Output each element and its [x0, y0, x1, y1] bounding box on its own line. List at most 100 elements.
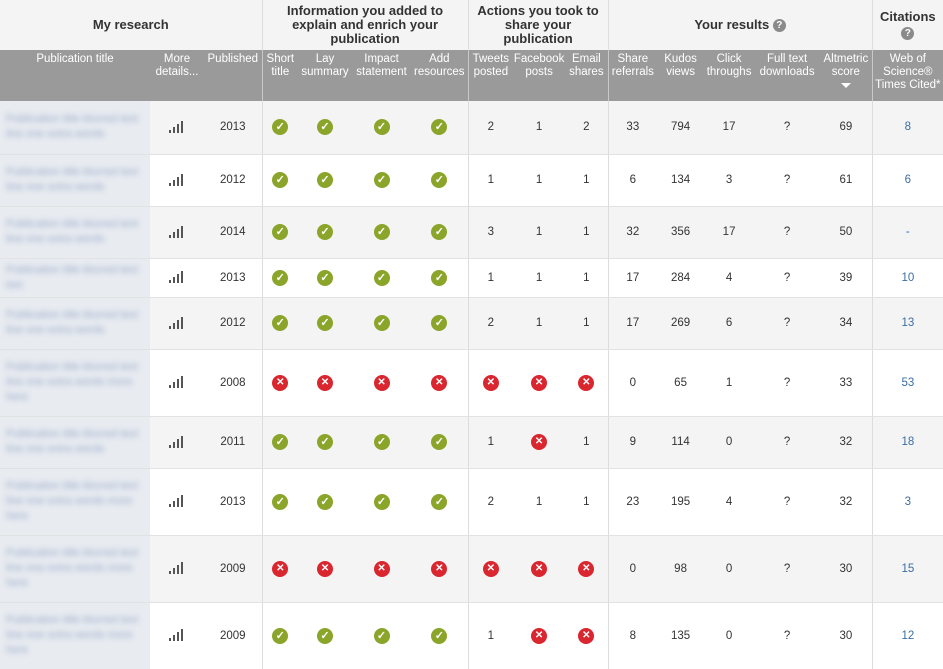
signal-bars-icon[interactable]	[169, 269, 185, 283]
signal-bars-icon[interactable]	[169, 434, 185, 448]
table-row: Publication title blurred text line one …	[0, 101, 943, 154]
publication-title[interactable]: Publication title blurred text line one …	[0, 535, 150, 602]
more-details-button[interactable]	[150, 468, 204, 535]
kudos-views-value: 195	[657, 468, 704, 535]
impact-statement-status: ✕	[352, 535, 411, 602]
publication-title-text[interactable]: Publication title blurred text line one …	[6, 308, 144, 338]
col-title[interactable]: Publication title	[0, 50, 150, 101]
kudos-views-value: 269	[657, 297, 704, 349]
share-referrals-value: 9	[608, 416, 657, 468]
check-icon: ✓	[431, 119, 447, 135]
col-full-text[interactable]: Full text downloads	[754, 50, 820, 101]
col-facebook[interactable]: Facebook posts	[513, 50, 565, 101]
wos-cited-link[interactable]: 15	[872, 535, 943, 602]
click-throughs-value: 1	[704, 349, 754, 416]
cross-icon: ✕	[483, 375, 499, 391]
table-row: Publication title blurred text line one …	[0, 468, 943, 535]
wos-cited-link[interactable]: 13	[872, 297, 943, 349]
col-share-referrals[interactable]: Share referrals	[608, 50, 657, 101]
click-throughs-value: 6	[704, 297, 754, 349]
signal-bars-icon[interactable]	[169, 119, 185, 133]
publication-title[interactable]: Publication title blurred text line one …	[0, 154, 150, 206]
publication-title-text[interactable]: Publication title blurred text line one …	[6, 112, 144, 142]
group-actions: Actions you took to share your publicati…	[468, 0, 608, 50]
more-details-button[interactable]	[150, 602, 204, 669]
wos-cited-link[interactable]: 6	[872, 154, 943, 206]
col-add-resources[interactable]: Add resources	[411, 50, 468, 101]
more-details-button[interactable]	[150, 297, 204, 349]
signal-bars-icon[interactable]	[169, 224, 185, 238]
publication-title[interactable]: Publication title blurred text line one …	[0, 468, 150, 535]
wos-cited-link[interactable]: 12	[872, 602, 943, 669]
impact-statement-status: ✓	[352, 101, 411, 154]
more-details-button[interactable]	[150, 349, 204, 416]
publication-title[interactable]: Publication title blurred text two	[0, 258, 150, 297]
publication-title[interactable]: Publication title blurred text line one …	[0, 297, 150, 349]
email-count: ✕	[565, 349, 608, 416]
signal-bars-icon[interactable]	[169, 627, 185, 641]
published-year: 2008	[204, 349, 262, 416]
col-kudos-views[interactable]: Kudos views	[657, 50, 704, 101]
signal-bars-icon[interactable]	[169, 493, 185, 507]
col-short-title[interactable]: Short title	[262, 50, 298, 101]
kudos-views-value: 98	[657, 535, 704, 602]
col-impact-statement[interactable]: Impact statement	[352, 50, 411, 101]
results-help-icon[interactable]: ?	[773, 19, 786, 32]
publication-title-text[interactable]: Publication title blurred text line one …	[6, 546, 144, 591]
publication-title[interactable]: Publication title blurred text line one …	[0, 206, 150, 258]
citations-help-icon[interactable]: ?	[901, 27, 914, 40]
full-text-value: ?	[754, 297, 820, 349]
publication-title-text[interactable]: Publication title blurred text two	[6, 263, 144, 293]
add-resources-status: ✕	[411, 349, 468, 416]
more-details-button[interactable]	[150, 206, 204, 258]
more-details-button[interactable]	[150, 258, 204, 297]
signal-bars-icon[interactable]	[169, 315, 185, 329]
more-details-button[interactable]	[150, 101, 204, 154]
altmetric-value: 33	[820, 349, 872, 416]
signal-bars-icon[interactable]	[169, 560, 185, 574]
check-icon: ✓	[374, 172, 390, 188]
col-wos-cited[interactable]: Web of Science® Times Cited*	[872, 50, 943, 101]
facebook-count: ✕	[513, 535, 565, 602]
col-email[interactable]: Email shares	[565, 50, 608, 101]
altmetric-value: 32	[820, 468, 872, 535]
col-tweets[interactable]: Tweets posted	[468, 50, 513, 101]
email-count: 1	[565, 468, 608, 535]
col-click-throughs[interactable]: Click throughs	[704, 50, 754, 101]
kudos-views-value: 114	[657, 416, 704, 468]
full-text-value: ?	[754, 349, 820, 416]
more-details-button[interactable]	[150, 416, 204, 468]
publication-title-text[interactable]: Publication title blurred text line one …	[6, 217, 144, 247]
col-lay-summary[interactable]: Lay summary	[298, 50, 352, 101]
add-resources-status: ✓	[411, 416, 468, 468]
publication-title[interactable]: Publication title blurred text line one …	[0, 602, 150, 669]
col-altmetric[interactable]: Altmetric score	[820, 50, 872, 101]
col-published[interactable]: Published	[204, 50, 262, 101]
publication-title-text[interactable]: Publication title blurred text line one …	[6, 427, 144, 457]
signal-bars-icon[interactable]	[169, 374, 185, 388]
publication-title-text[interactable]: Publication title blurred text line one …	[6, 360, 144, 405]
short-title-status: ✓	[262, 602, 298, 669]
published-year: 2012	[204, 297, 262, 349]
more-details-button[interactable]	[150, 535, 204, 602]
published-year: 2013	[204, 101, 262, 154]
wos-cited-link[interactable]: 3	[872, 468, 943, 535]
publication-title[interactable]: Publication title blurred text line one …	[0, 101, 150, 154]
email-count: ✕	[565, 535, 608, 602]
table-row: Publication title blurred text line one …	[0, 349, 943, 416]
wos-cited-link[interactable]: 10	[872, 258, 943, 297]
wos-cited-link[interactable]: 8	[872, 101, 943, 154]
kudos-views-value: 356	[657, 206, 704, 258]
more-details-button[interactable]	[150, 154, 204, 206]
click-throughs-value: 3	[704, 154, 754, 206]
wos-cited-link[interactable]: 18	[872, 416, 943, 468]
wos-cited-link[interactable]: 53	[872, 349, 943, 416]
publication-title[interactable]: Publication title blurred text line one …	[0, 349, 150, 416]
altmetric-value: 30	[820, 602, 872, 669]
impact-statement-status: ✓	[352, 602, 411, 669]
publication-title-text[interactable]: Publication title blurred text line one …	[6, 479, 144, 524]
publication-title-text[interactable]: Publication title blurred text line one …	[6, 165, 144, 195]
publication-title-text[interactable]: Publication title blurred text line one …	[6, 613, 144, 658]
signal-bars-icon[interactable]	[169, 172, 185, 186]
publication-title[interactable]: Publication title blurred text line one …	[0, 416, 150, 468]
